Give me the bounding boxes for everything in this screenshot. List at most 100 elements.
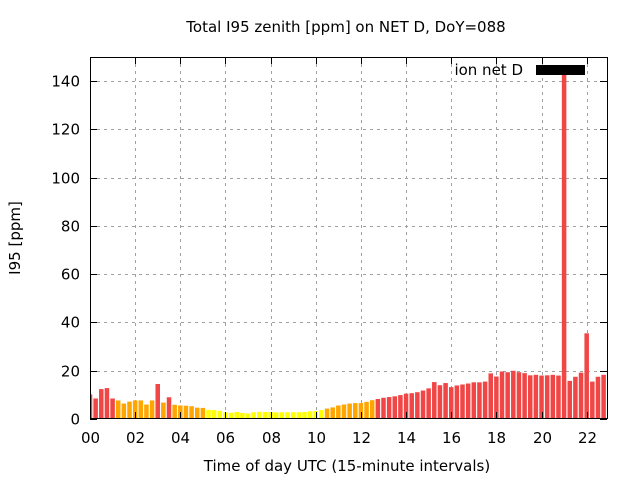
- bar: [336, 405, 341, 419]
- bar: [324, 408, 330, 419]
- bar: [460, 384, 465, 419]
- bar: [448, 387, 454, 419]
- bar: [482, 381, 488, 419]
- bar: [386, 397, 392, 419]
- bar: [189, 406, 194, 419]
- bar: [420, 390, 426, 419]
- bar: [319, 410, 324, 419]
- bar: [550, 374, 556, 419]
- bar: [296, 412, 302, 419]
- y-axis-label: I95 [ppm]: [6, 201, 24, 275]
- bar: [330, 407, 335, 419]
- y-tick-label: 80: [61, 218, 80, 236]
- x-tick-label: 08: [262, 429, 281, 447]
- bar: [217, 410, 223, 419]
- bar: [398, 395, 403, 419]
- y-tick-label: 120: [51, 121, 80, 139]
- bar: [121, 403, 127, 419]
- bar: [544, 375, 550, 419]
- x-tick-label: 10: [307, 429, 326, 447]
- bar: [426, 388, 431, 419]
- x-tick-label: 14: [397, 429, 416, 447]
- bar: [115, 400, 121, 419]
- bar: [144, 404, 149, 419]
- y-tick-label: 0: [70, 411, 80, 429]
- bar: [527, 375, 533, 419]
- bar: [477, 382, 482, 419]
- x-axis-ticks: 00 02 04 06 08 10 12 14 16 18 20 22: [81, 57, 597, 447]
- legend-swatch: [536, 65, 585, 75]
- bar: [595, 376, 601, 419]
- y-tick-label: 40: [61, 314, 80, 332]
- bar: [347, 403, 352, 419]
- bar: [110, 398, 115, 419]
- bar: [533, 374, 539, 419]
- bar: [245, 413, 251, 419]
- x-tick-label: 12: [352, 429, 371, 447]
- x-tick-label: 16: [442, 429, 461, 447]
- bar: [341, 404, 347, 419]
- x-tick-label: 00: [81, 429, 100, 447]
- bar: [415, 392, 420, 419]
- bar: [454, 385, 460, 419]
- bar: [206, 409, 211, 419]
- bar: [99, 389, 104, 419]
- bar: [132, 400, 138, 419]
- bar: [358, 403, 364, 419]
- bar: [364, 401, 369, 419]
- bar: [432, 382, 437, 419]
- bar: [262, 412, 268, 419]
- bar: [353, 403, 358, 419]
- bar: [166, 397, 172, 419]
- bar: [307, 411, 313, 419]
- bar: [511, 370, 516, 419]
- bar: [590, 381, 595, 419]
- bar: [375, 398, 381, 419]
- x-tick-label: 20: [533, 429, 552, 447]
- bar: [494, 376, 499, 419]
- y-tick-label: 60: [61, 266, 80, 284]
- bar: [172, 404, 177, 419]
- bar: [149, 400, 155, 419]
- bar: [104, 388, 110, 419]
- legend: ion net D: [454, 61, 585, 79]
- x-tick-label: 02: [126, 429, 145, 447]
- grid-lines: [90, 57, 607, 419]
- bar: [505, 372, 510, 419]
- bar: [273, 412, 279, 419]
- bar: [127, 401, 132, 419]
- bar: [313, 411, 319, 419]
- bar: [257, 411, 262, 419]
- x-tick-label: 04: [171, 429, 190, 447]
- bar: [403, 393, 409, 419]
- x-tick-label: 18: [487, 429, 506, 447]
- bar: [138, 400, 144, 419]
- x-tick-label: 06: [216, 429, 235, 447]
- bar: [522, 373, 527, 419]
- plot-frame: [90, 57, 608, 419]
- bar: [93, 398, 98, 419]
- bar: [471, 382, 477, 419]
- bar: [499, 371, 505, 419]
- bar: [573, 376, 578, 419]
- bar: [561, 71, 567, 419]
- y-axis-ticks: 0 20 40 60 80 100 120 140: [51, 73, 607, 429]
- bar: [161, 402, 166, 419]
- bar: [234, 412, 240, 419]
- y-tick-label: 100: [51, 170, 80, 188]
- bar: [155, 384, 160, 419]
- bar: [251, 412, 256, 419]
- bar: [556, 375, 561, 419]
- bar: [369, 400, 375, 419]
- legend-label: ion net D: [454, 61, 523, 79]
- bar: [194, 407, 200, 419]
- bar: [268, 412, 273, 419]
- bar: [516, 372, 522, 419]
- bar: [465, 383, 471, 419]
- bar: [200, 407, 206, 419]
- bar: [240, 412, 245, 419]
- y-tick-label: 140: [51, 73, 80, 91]
- bar: [488, 373, 493, 419]
- bar: [584, 333, 589, 419]
